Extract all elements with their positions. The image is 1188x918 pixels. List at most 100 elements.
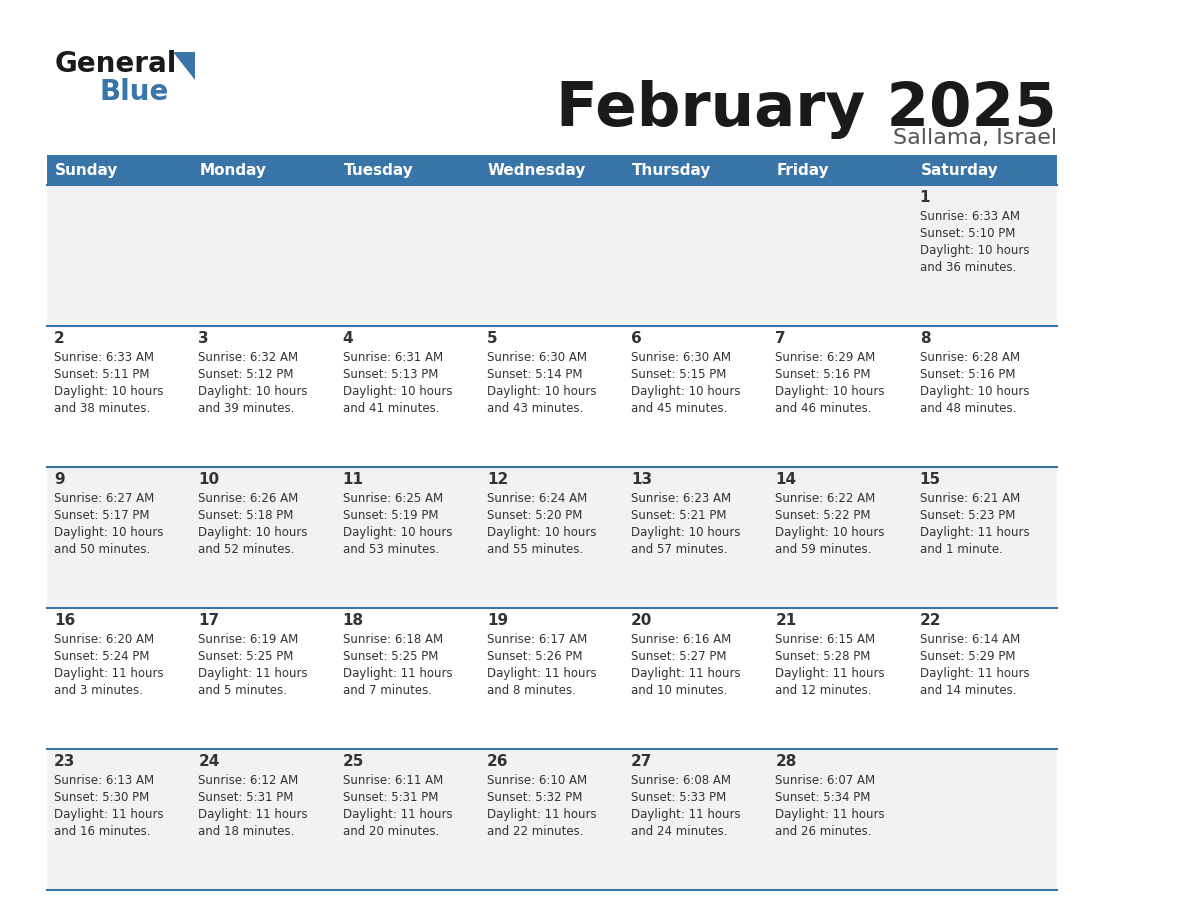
Text: 20: 20 <box>631 613 652 628</box>
Text: 16: 16 <box>53 613 75 628</box>
Text: 26: 26 <box>487 754 508 769</box>
Text: 4: 4 <box>342 331 353 346</box>
Text: 8: 8 <box>920 331 930 346</box>
Text: Wednesday: Wednesday <box>488 162 586 177</box>
Text: Sunrise: 6:07 AM: Sunrise: 6:07 AM <box>776 774 876 787</box>
Text: Daylight: 10 hours: Daylight: 10 hours <box>53 526 164 539</box>
Text: Friday: Friday <box>777 162 829 177</box>
Text: 5: 5 <box>487 331 498 346</box>
Text: Sunset: 5:32 PM: Sunset: 5:32 PM <box>487 791 582 804</box>
Text: Sunrise: 6:32 AM: Sunrise: 6:32 AM <box>198 351 298 364</box>
Text: Daylight: 11 hours: Daylight: 11 hours <box>53 808 164 821</box>
Text: Sunset: 5:11 PM: Sunset: 5:11 PM <box>53 368 150 381</box>
Text: 24: 24 <box>198 754 220 769</box>
Text: Sunset: 5:22 PM: Sunset: 5:22 PM <box>776 509 871 522</box>
Text: 9: 9 <box>53 472 64 487</box>
Text: Sunrise: 6:20 AM: Sunrise: 6:20 AM <box>53 633 154 646</box>
Text: 15: 15 <box>920 472 941 487</box>
Text: Daylight: 10 hours: Daylight: 10 hours <box>487 526 596 539</box>
Text: Sunset: 5:26 PM: Sunset: 5:26 PM <box>487 650 582 663</box>
Text: 28: 28 <box>776 754 797 769</box>
Text: Daylight: 11 hours: Daylight: 11 hours <box>920 526 1029 539</box>
Text: 23: 23 <box>53 754 75 769</box>
Text: 12: 12 <box>487 472 508 487</box>
Text: Sunrise: 6:21 AM: Sunrise: 6:21 AM <box>920 492 1020 505</box>
Bar <box>48 185 1057 326</box>
Text: and 38 minutes.: and 38 minutes. <box>53 402 150 415</box>
Text: 3: 3 <box>198 331 209 346</box>
Text: 17: 17 <box>198 613 220 628</box>
Text: and 26 minutes.: and 26 minutes. <box>776 825 872 838</box>
Text: February 2025: February 2025 <box>556 80 1057 139</box>
Text: Sunrise: 6:31 AM: Sunrise: 6:31 AM <box>342 351 443 364</box>
Text: 1: 1 <box>920 190 930 205</box>
Text: and 52 minutes.: and 52 minutes. <box>198 543 295 556</box>
Text: Daylight: 11 hours: Daylight: 11 hours <box>198 667 308 680</box>
Text: 11: 11 <box>342 472 364 487</box>
Text: Daylight: 11 hours: Daylight: 11 hours <box>198 808 308 821</box>
Text: Sunrise: 6:25 AM: Sunrise: 6:25 AM <box>342 492 443 505</box>
Text: and 14 minutes.: and 14 minutes. <box>920 684 1016 697</box>
Text: Sunday: Sunday <box>55 162 119 177</box>
Text: Daylight: 11 hours: Daylight: 11 hours <box>776 667 885 680</box>
Text: Sunset: 5:31 PM: Sunset: 5:31 PM <box>342 791 438 804</box>
Text: Daylight: 10 hours: Daylight: 10 hours <box>198 526 308 539</box>
Text: 14: 14 <box>776 472 796 487</box>
Text: 19: 19 <box>487 613 508 628</box>
Text: Sunrise: 6:11 AM: Sunrise: 6:11 AM <box>342 774 443 787</box>
Text: Daylight: 11 hours: Daylight: 11 hours <box>920 667 1029 680</box>
Text: Daylight: 10 hours: Daylight: 10 hours <box>631 385 740 398</box>
Text: Sunrise: 6:17 AM: Sunrise: 6:17 AM <box>487 633 587 646</box>
Text: Sunrise: 6:27 AM: Sunrise: 6:27 AM <box>53 492 154 505</box>
Text: and 59 minutes.: and 59 minutes. <box>776 543 872 556</box>
Text: General: General <box>55 50 177 78</box>
Text: Daylight: 10 hours: Daylight: 10 hours <box>53 385 164 398</box>
Polygon shape <box>173 52 195 80</box>
Text: 25: 25 <box>342 754 364 769</box>
Text: and 24 minutes.: and 24 minutes. <box>631 825 727 838</box>
Text: and 50 minutes.: and 50 minutes. <box>53 543 150 556</box>
Text: Sunrise: 6:14 AM: Sunrise: 6:14 AM <box>920 633 1020 646</box>
Bar <box>48 326 1057 467</box>
Text: Daylight: 11 hours: Daylight: 11 hours <box>487 667 596 680</box>
Text: Sunrise: 6:24 AM: Sunrise: 6:24 AM <box>487 492 587 505</box>
Text: and 55 minutes.: and 55 minutes. <box>487 543 583 556</box>
Text: and 45 minutes.: and 45 minutes. <box>631 402 727 415</box>
Text: and 10 minutes.: and 10 minutes. <box>631 684 727 697</box>
Text: and 36 minutes.: and 36 minutes. <box>920 261 1016 274</box>
Text: 6: 6 <box>631 331 642 346</box>
Text: Sunrise: 6:33 AM: Sunrise: 6:33 AM <box>920 210 1019 223</box>
Bar <box>48 467 1057 608</box>
Text: Sunset: 5:16 PM: Sunset: 5:16 PM <box>776 368 871 381</box>
Text: Sunrise: 6:22 AM: Sunrise: 6:22 AM <box>776 492 876 505</box>
Text: 18: 18 <box>342 613 364 628</box>
Text: Sunset: 5:19 PM: Sunset: 5:19 PM <box>342 509 438 522</box>
Text: and 16 minutes.: and 16 minutes. <box>53 825 151 838</box>
Text: Daylight: 10 hours: Daylight: 10 hours <box>920 385 1029 398</box>
Text: Sunset: 5:28 PM: Sunset: 5:28 PM <box>776 650 871 663</box>
Text: and 12 minutes.: and 12 minutes. <box>776 684 872 697</box>
Text: 2: 2 <box>53 331 65 346</box>
Text: Daylight: 10 hours: Daylight: 10 hours <box>198 385 308 398</box>
Bar <box>48 749 1057 890</box>
Text: and 57 minutes.: and 57 minutes. <box>631 543 727 556</box>
Text: Sunrise: 6:10 AM: Sunrise: 6:10 AM <box>487 774 587 787</box>
Text: and 20 minutes.: and 20 minutes. <box>342 825 438 838</box>
Text: Sunset: 5:29 PM: Sunset: 5:29 PM <box>920 650 1016 663</box>
Text: Blue: Blue <box>100 78 170 106</box>
Text: Sunset: 5:25 PM: Sunset: 5:25 PM <box>198 650 293 663</box>
Text: Sunrise: 6:30 AM: Sunrise: 6:30 AM <box>631 351 731 364</box>
Text: Sunrise: 6:16 AM: Sunrise: 6:16 AM <box>631 633 732 646</box>
Text: Saturday: Saturday <box>921 162 998 177</box>
Text: Sunset: 5:23 PM: Sunset: 5:23 PM <box>920 509 1015 522</box>
Text: Sunset: 5:31 PM: Sunset: 5:31 PM <box>198 791 293 804</box>
Text: Sunrise: 6:28 AM: Sunrise: 6:28 AM <box>920 351 1019 364</box>
Text: and 8 minutes.: and 8 minutes. <box>487 684 576 697</box>
Text: Daylight: 10 hours: Daylight: 10 hours <box>776 526 885 539</box>
Text: and 7 minutes.: and 7 minutes. <box>342 684 431 697</box>
Text: 10: 10 <box>198 472 220 487</box>
Bar <box>48 608 1057 749</box>
Text: Sunset: 5:21 PM: Sunset: 5:21 PM <box>631 509 727 522</box>
Bar <box>48 155 1057 185</box>
Text: Sunset: 5:17 PM: Sunset: 5:17 PM <box>53 509 150 522</box>
